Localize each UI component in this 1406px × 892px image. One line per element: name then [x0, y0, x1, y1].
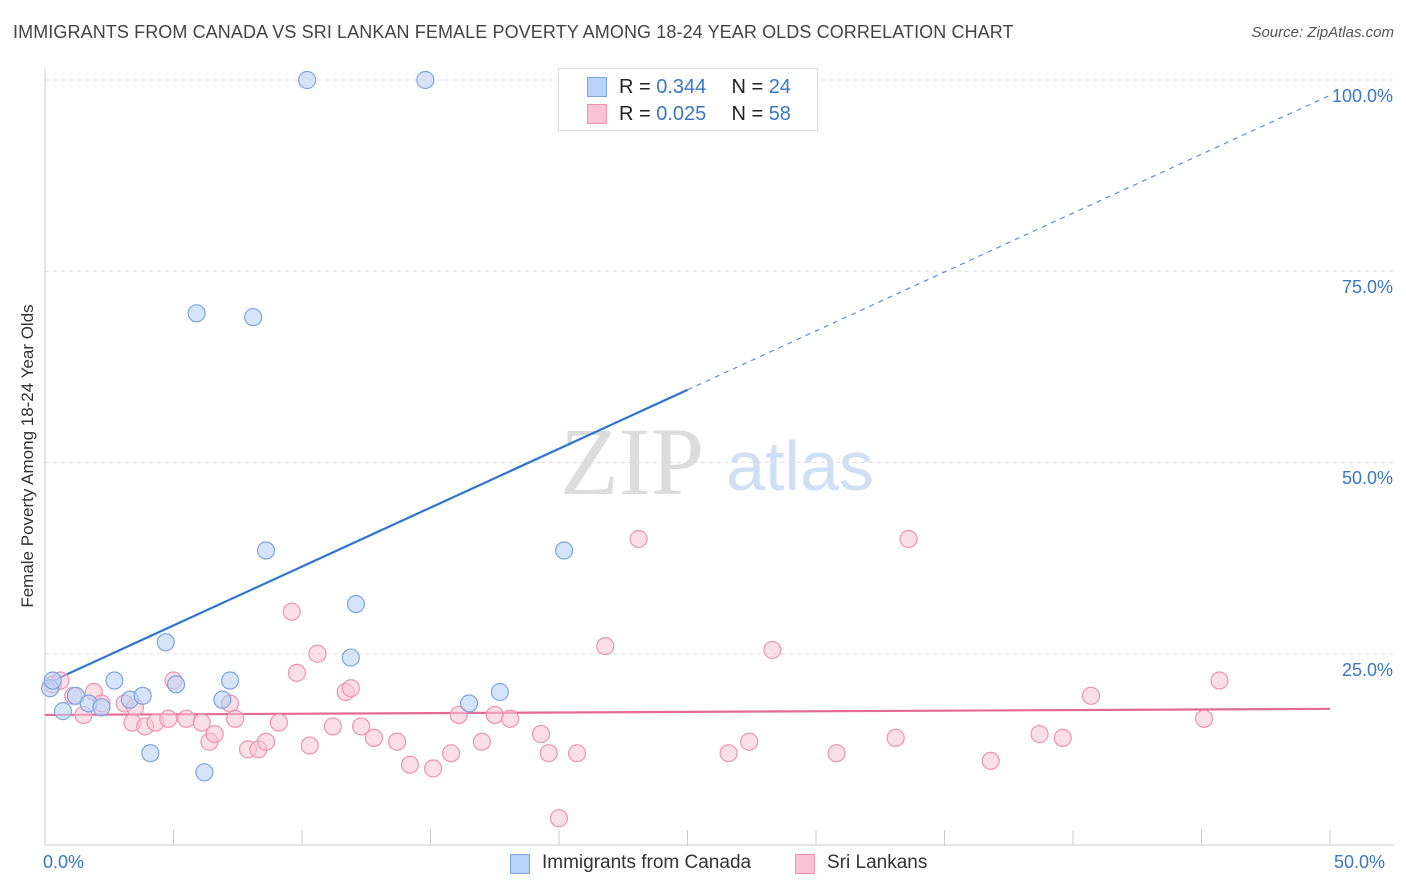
canada-point — [256, 541, 276, 560]
srilanka-point — [539, 744, 558, 763]
legend-label-srilanka: Sri Lankans — [827, 852, 928, 873]
grid-layer — [45, 79, 1394, 655]
srilanka-point — [1030, 724, 1049, 744]
watermark-atlas: atlas — [726, 427, 874, 505]
watermark: ZIP atlas — [560, 408, 874, 515]
n-label: N = — [731, 76, 769, 98]
legend-swatch-srilanka — [587, 104, 607, 124]
srilanka-point — [341, 679, 360, 698]
srilanka-point — [192, 713, 211, 732]
srilanka-point — [740, 732, 759, 751]
srilanka-point — [763, 640, 782, 660]
y-tick-label-100: 100.0% — [1331, 86, 1393, 106]
trend-layer — [44, 94, 1331, 717]
source-label: Source: ZipAtlas.com — [1251, 24, 1394, 41]
srilanka-point — [282, 602, 301, 621]
legend-swatch-canada — [510, 854, 530, 874]
srilanka-point — [567, 744, 587, 763]
canada-trend-extension — [687, 94, 1331, 391]
srilanka-point — [1081, 686, 1101, 705]
canada-point — [298, 70, 317, 90]
r-value-srilanka: 0.025 — [656, 103, 707, 125]
x-tick-label-max: 50.0% — [1334, 852, 1386, 872]
canada-point — [213, 690, 232, 709]
canada-point — [141, 744, 160, 763]
y-tick-label-25: 25.0% — [1341, 660, 1393, 680]
srilanka-point — [159, 709, 178, 728]
srilanka-point — [269, 713, 288, 732]
canada-point — [490, 682, 509, 702]
canada-point — [187, 304, 206, 323]
srilanka-point — [423, 759, 443, 778]
srilanka-point — [400, 755, 420, 774]
srilanka-point — [300, 736, 319, 755]
canada-point — [166, 675, 186, 694]
axis-layer — [44, 68, 1394, 846]
legend-swatch-canada — [587, 77, 607, 97]
srilanka-point — [352, 717, 371, 736]
srilanka-point — [1210, 671, 1229, 690]
canada-trend-line — [44, 388, 688, 686]
srilanka-point — [441, 744, 461, 763]
canada-point — [341, 648, 360, 667]
srilanka-trend-line — [44, 707, 1331, 717]
srilanka-point — [886, 728, 905, 748]
canada-point — [220, 671, 240, 690]
r-label: R = — [619, 76, 657, 98]
n-label: N = — [731, 103, 769, 125]
srilanka-point — [1194, 709, 1214, 728]
canada-point — [459, 694, 479, 713]
srilanka-point — [531, 724, 551, 744]
srilanka-point — [387, 732, 407, 751]
srilanka-point — [308, 644, 327, 663]
legend-label-canada: Immigrants from Canada — [542, 852, 752, 873]
srilanka-point — [485, 705, 504, 725]
srilanka-point — [719, 744, 738, 763]
n-value-canada: 24 — [768, 76, 791, 98]
y-tick-label-75: 75.0% — [1341, 277, 1393, 297]
srilanka-point — [981, 751, 1000, 770]
srilanka-point — [364, 728, 384, 748]
srilanka-point — [629, 529, 648, 549]
canada-point — [133, 686, 152, 705]
correlation-legend: R = 0.344 N = 24 R = 0.025 N = 58 — [558, 68, 818, 131]
srilanka-point — [827, 744, 846, 763]
x-tick-label-min: 0.0% — [43, 852, 85, 872]
srilanka-point — [323, 717, 342, 736]
watermark-zip: ZIP — [560, 408, 704, 515]
srilanka-point — [899, 529, 918, 549]
srilanka-point — [226, 709, 245, 728]
srilanka-point — [449, 705, 468, 725]
canada-points — [41, 70, 574, 782]
r-label: R = — [619, 103, 657, 125]
chart-title: IMMIGRANTS FROM CANADA VS SRI LANKAN FEM… — [13, 22, 1014, 42]
srilanka-point — [205, 724, 224, 744]
canada-point — [53, 702, 73, 721]
canada-point — [43, 671, 62, 690]
canada-point — [346, 594, 366, 614]
srilanka-point — [501, 709, 520, 728]
r-value-canada: 0.344 — [656, 76, 707, 98]
canada-point — [555, 541, 574, 560]
srilanka-point — [472, 732, 491, 751]
srilanka-point — [1053, 728, 1072, 748]
srilanka-point — [287, 663, 306, 682]
srilanka-point — [177, 709, 196, 728]
srilanka-point — [596, 636, 615, 656]
canada-point — [92, 698, 111, 717]
srilanka-point — [549, 809, 569, 828]
canada-point — [195, 763, 214, 782]
canada-point — [105, 671, 124, 690]
canada-point — [244, 308, 263, 327]
canada-point — [156, 633, 175, 652]
n-value-srilanka: 58 — [768, 103, 791, 125]
y-tick-label-50: 50.0% — [1341, 468, 1393, 488]
legend-swatch-srilanka — [795, 854, 815, 874]
canada-point — [416, 70, 435, 90]
srilanka-point — [256, 732, 276, 751]
